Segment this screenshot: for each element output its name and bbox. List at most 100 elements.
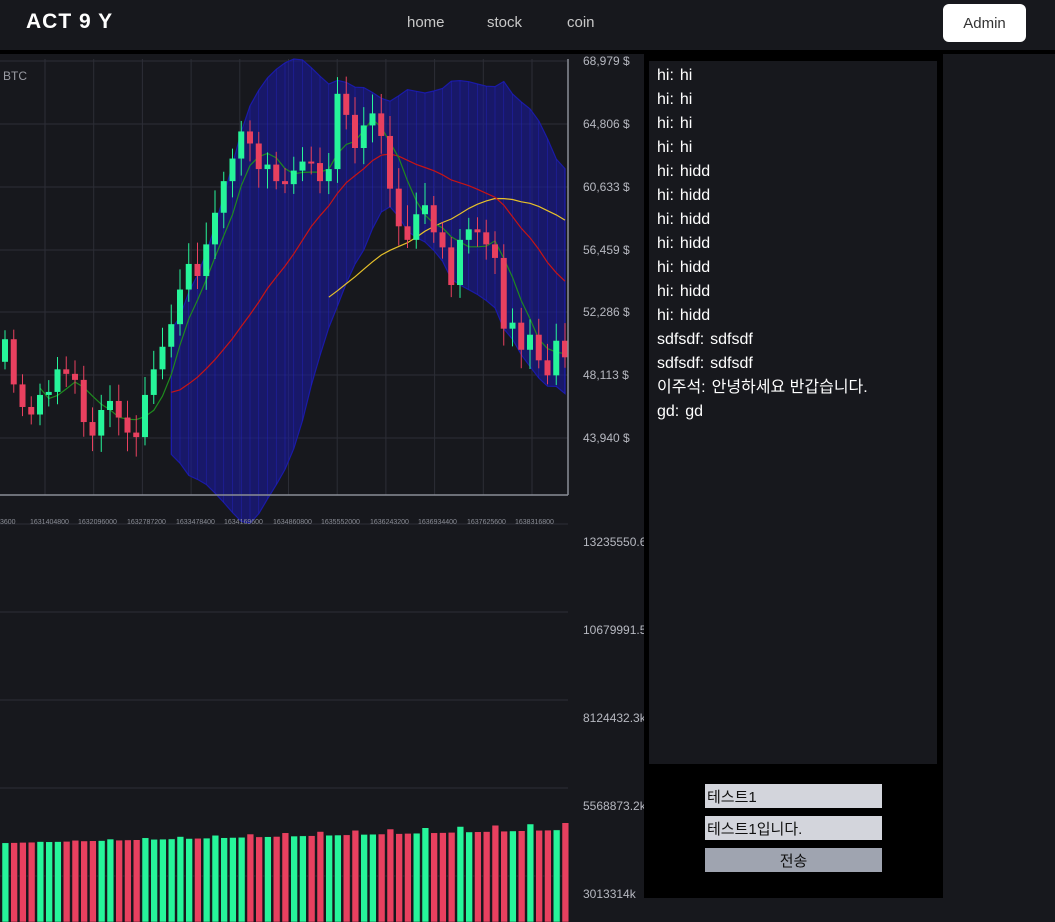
chat-text: hi [679,91,693,108]
volume-bar [535,830,543,922]
candle-body [527,334,533,350]
volume-tick-label: 8124432.3k [583,711,644,725]
chat-user: hi: [657,307,674,324]
chat-message: hi: hidd [657,304,929,328]
chat-log: hi: hi hi: hi hi: hi hi: hi hi: hidd hi: hidd hi: hid… [649,61,937,764]
time-tick-label: 1636243200 [370,519,409,526]
chat-user: hi: [657,67,674,84]
chat-message: sdfsdf: sdfsdf [657,352,929,376]
candle-body [247,131,253,144]
volume-bar [509,830,517,922]
price-tick-label: 64,806 $ [583,117,630,131]
ma-mid-line [171,153,566,393]
volume-bar [220,837,228,922]
candle-body [387,135,393,189]
chat-text: hidd [679,259,711,276]
chat-text: sdfsdf [710,331,753,348]
chat-message: 이주석: 안녕하세요 반갑습니다. [657,376,929,400]
candle-body [28,406,35,415]
candle-body [255,143,262,170]
volume-bar [10,842,18,922]
candle-body [45,391,52,395]
candle-body [299,161,306,171]
candle-body [352,114,358,149]
price-tick-label: 43,940 $ [583,431,630,445]
candle-body [325,169,332,182]
candle-body [159,346,166,370]
chat-message-input[interactable] [705,816,882,840]
volume-bar [281,832,290,922]
chat-user: hi: [657,91,674,108]
candle-body [317,163,323,182]
volume-bar [185,838,193,922]
volume-bar [544,829,552,922]
volume-bar [229,837,237,922]
volume-bar [290,835,298,922]
volume-bar [316,831,325,922]
candle-body [282,181,288,185]
volume-bar [483,831,491,922]
volume-bar [159,838,167,922]
volume-bar [176,836,185,922]
volume-bar [273,836,281,922]
nav-coin[interactable]: coin [567,14,595,31]
candle-body [220,181,227,213]
chat-user: sdfsdf: [657,331,705,348]
volume-bar [141,837,150,922]
price-tick-label: 60,633 $ [583,180,630,194]
candle-body [448,247,455,286]
candle-body [509,322,516,329]
candle-body [273,164,280,182]
volume-bar [474,831,482,922]
chat-text: hidd [679,211,711,228]
chat-text: hidd [679,235,711,252]
volume-bar [395,833,403,922]
candle-body [229,158,236,182]
price-tick-label: 68,979 $ [583,54,630,68]
chat-message: hi: hi [657,112,929,136]
chat-message: hi: hi [657,64,929,88]
candle-body [439,232,446,248]
candle-body [334,93,341,170]
candle-body [404,226,411,240]
volume-bar [421,827,430,922]
nav-home[interactable]: home [407,14,445,31]
candle-body [10,339,17,385]
volume-bar [63,841,71,922]
chat-user: hi: [657,187,674,204]
admin-button[interactable]: Admin [943,4,1026,42]
send-button[interactable]: 전송 [705,848,882,872]
volume-bar [71,840,80,922]
time-tick-label: 1635552000 [321,519,360,526]
chat-user: hi: [657,283,674,300]
volume-bar [561,822,570,922]
volume-bar [526,823,535,922]
chat-text: gd [685,403,704,420]
time-tick-label: 1633478400 [176,519,215,526]
volume-bar [150,839,158,922]
chat-text: hidd [679,283,711,300]
candle-body [562,340,568,358]
app-logo[interactable]: ACT 9 Y [26,10,114,33]
chat-text: hi [679,139,693,156]
candle-body [553,340,560,376]
candle-body [308,161,315,164]
chat-user: hi: [657,235,674,252]
candle-body [107,400,113,410]
chat-user: sdfsdf: [657,355,705,372]
volume-tick-label: 13235550.6 [583,535,644,549]
chart-area[interactable]: 68,979 $ 64,806 $ 60,633 $ 56,459 $ 52,286 $… [0,54,644,922]
time-tick-label: 1636934400 [418,519,457,526]
volume-bar [325,834,333,922]
chat-text: hidd [679,187,711,204]
candlestick-chart[interactable]: 68,979 $ 64,806 $ 60,633 $ 56,459 $ 52,286 $… [0,54,644,922]
volume-bar [45,841,53,922]
volume-bar [255,836,263,922]
chat-message: sdfsdf: sdfsdf [657,328,929,352]
nav-stock[interactable]: stock [487,14,523,31]
time-tick-label: 1632096000 [78,519,117,526]
time-tick-label: 3600 [0,519,16,526]
volume-bar [430,832,438,922]
volume-bar [553,829,561,922]
chat-name-input[interactable] [705,784,882,808]
